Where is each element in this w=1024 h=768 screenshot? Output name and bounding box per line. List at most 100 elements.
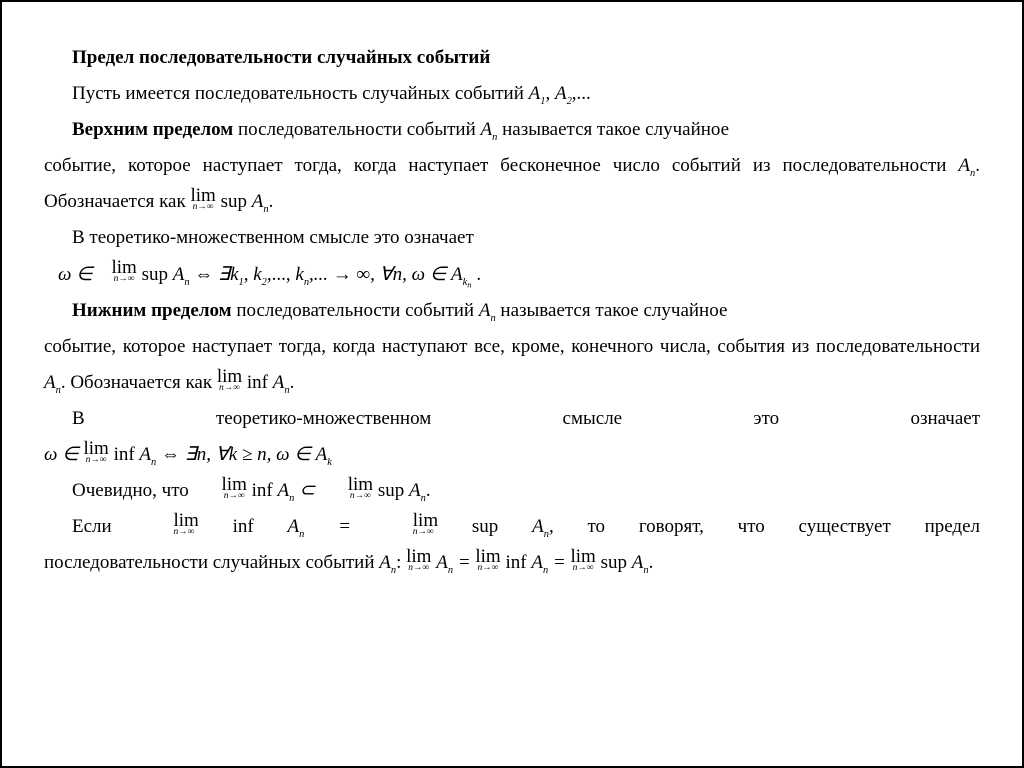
text: событие, которое наступает тогда, когда … xyxy=(44,336,980,357)
text: ,... → ∞, ∀ xyxy=(309,264,393,285)
sup: sup xyxy=(378,480,404,501)
lim-sub: n→∞ xyxy=(83,456,108,466)
text: , то говорят, что существует предел xyxy=(549,516,980,537)
text: означает xyxy=(910,408,980,429)
sym-n: n xyxy=(393,264,403,285)
text: смысле xyxy=(563,408,623,429)
sym-A: A xyxy=(173,264,185,285)
sym-A: A xyxy=(44,372,56,393)
limsup: limn→∞ xyxy=(570,547,595,574)
lim-sub: n→∞ xyxy=(320,492,373,502)
text: теоретико-множественном xyxy=(216,408,431,429)
text: ω ∈ xyxy=(58,264,97,285)
sup: sup xyxy=(142,264,168,285)
sym-n: n xyxy=(197,444,207,465)
sym-k: k xyxy=(295,264,303,285)
text: . xyxy=(472,264,482,285)
inf: inf xyxy=(114,444,135,465)
text: В xyxy=(72,408,85,429)
sym-A: A xyxy=(529,83,541,104)
lim-sub: n→∞ xyxy=(145,528,198,538)
text: последовательности случайных событий xyxy=(44,552,379,573)
lim-sub: n→∞ xyxy=(406,564,431,574)
text: событие, которое наступает тогда, когда … xyxy=(44,155,958,176)
text: , ω ∈ xyxy=(267,444,316,465)
text: последовательности событий xyxy=(233,119,480,140)
inf: inf xyxy=(247,372,268,393)
text: последовательности событий xyxy=(232,300,479,321)
paragraph-3: В теоретико-множественном смысле это озн… xyxy=(44,220,980,256)
text: Если xyxy=(72,516,145,537)
text: = xyxy=(304,516,384,537)
lim-sub: n→∞ xyxy=(190,203,215,213)
text: , xyxy=(545,83,555,104)
sub-k: k xyxy=(327,457,332,468)
text: это xyxy=(753,408,779,429)
text: Очевидно, что xyxy=(72,480,194,501)
paragraph-7a: Если limn→∞ inf An = limn→∞ sup An, то г… xyxy=(44,509,980,545)
text: = xyxy=(453,552,475,573)
text: , ∀ xyxy=(206,444,229,465)
sym-A: A xyxy=(379,552,391,573)
sym-A: A xyxy=(479,300,491,321)
inf: inf xyxy=(252,480,273,501)
text: : xyxy=(396,552,406,573)
sym-k: k xyxy=(230,264,238,285)
sym-k: k xyxy=(229,444,237,465)
lim-sub: n→∞ xyxy=(217,384,242,394)
lim-sub: n→∞ xyxy=(97,275,136,285)
text: называется такое случайное xyxy=(496,300,728,321)
sym-n: n xyxy=(257,444,267,465)
text: , xyxy=(244,264,254,285)
sym-A: A xyxy=(436,552,448,573)
sup: sup xyxy=(221,191,247,212)
sym-A: A xyxy=(481,119,493,140)
text: ≥ xyxy=(237,444,257,465)
sym-A: A xyxy=(252,191,264,212)
sup: sup xyxy=(601,552,627,573)
paragraph-2b: событие, которое наступает тогда, когда … xyxy=(44,148,980,220)
lim-sub: n→∞ xyxy=(194,492,247,502)
title: Предел последовательности случайных собы… xyxy=(44,40,980,76)
text: ⇔ ∃ xyxy=(190,264,231,285)
sym-A: A xyxy=(555,83,567,104)
sym-k: k xyxy=(253,264,261,285)
paragraph-1: Пусть имеется последовательность случайн… xyxy=(44,76,980,112)
paragraph-5: В теоретико-множественном смысле это озн… xyxy=(44,401,980,437)
text: . xyxy=(290,372,295,393)
inf: inf xyxy=(233,516,254,537)
sym-A: A xyxy=(532,516,544,537)
liminf: limn→∞ xyxy=(217,367,242,394)
sym-A: A xyxy=(451,264,463,285)
paragraph-4a: Нижним пределом последовательности событ… xyxy=(44,293,980,329)
sup: sup xyxy=(472,516,498,537)
lim-sub: n→∞ xyxy=(385,528,438,538)
text: называется такое случайное xyxy=(497,119,729,140)
sym-A: A xyxy=(316,444,328,465)
term-lower-limit: Нижним пределом xyxy=(72,300,232,321)
limsup: limn→∞ xyxy=(97,258,136,285)
liminf: limn→∞ xyxy=(83,439,108,466)
inf: inf xyxy=(505,552,526,573)
paragraph-7b: последовательности случайных событий An:… xyxy=(44,545,980,581)
liminf: limn→∞ xyxy=(145,511,198,538)
text: . xyxy=(649,552,654,573)
sym-A: A xyxy=(531,552,543,573)
limsup: limn→∞ xyxy=(385,511,438,538)
text: ⇔ ∃ xyxy=(156,444,197,465)
term-upper-limit: Верхним пределом xyxy=(72,119,233,140)
text: . xyxy=(426,480,431,501)
text: . Обозначается как xyxy=(61,372,217,393)
paragraph-4b: событие, которое наступает тогда, когда … xyxy=(44,329,980,401)
formula-2: ω ∈ limn→∞ inf An ⇔ ∃n, ∀k ≥ n, ω ∈ Ak xyxy=(44,437,980,473)
sym-A: A xyxy=(409,480,421,501)
paragraph-2a: Верхним пределом последовательности собы… xyxy=(44,112,980,148)
lim-sub: n→∞ xyxy=(570,564,595,574)
text: ω ∈ xyxy=(44,444,83,465)
paragraph-6: Очевидно, что limn→∞ inf An ⊂ limn→∞ sup… xyxy=(44,473,980,509)
liminf: limn→∞ xyxy=(475,547,500,574)
lim: limn→∞ xyxy=(406,547,431,574)
document-content: Предел последовательности случайных собы… xyxy=(44,40,980,581)
text: . xyxy=(269,191,274,212)
text: ,..., xyxy=(267,264,296,285)
